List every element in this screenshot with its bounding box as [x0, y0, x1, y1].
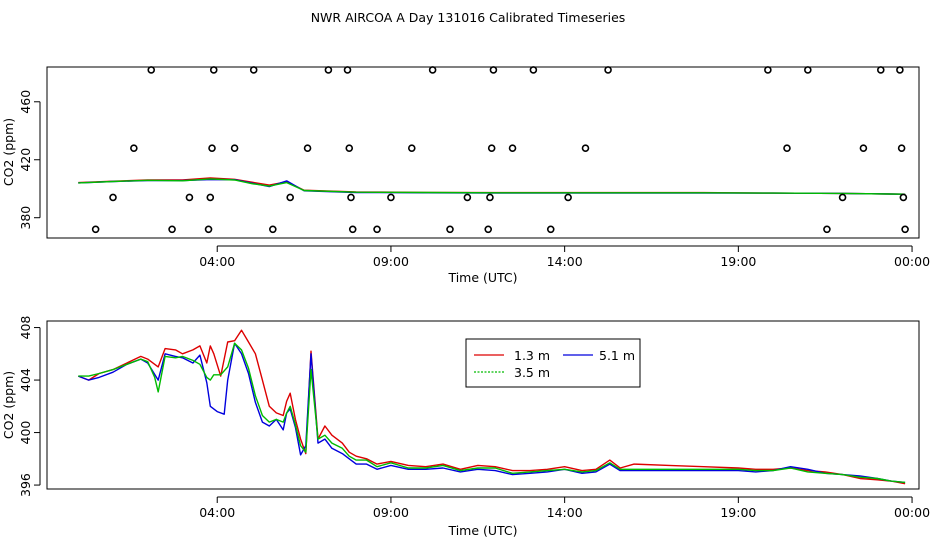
calibration-point	[764, 66, 772, 74]
calibration-point	[564, 193, 572, 202]
calibration-point	[463, 193, 472, 202]
calibration-point	[130, 144, 138, 152]
calibration-point	[838, 193, 847, 202]
top-y-axis-label: CO2 (ppm)	[1, 118, 16, 186]
top-x-tick-label: 14:00	[547, 254, 583, 269]
calibration-point	[230, 144, 239, 152]
bottom-y-axis-label: CO2 (ppm)	[1, 371, 16, 439]
bottom-x-tick-label: 00:00	[894, 505, 930, 520]
top-y-tick-label: 460	[18, 90, 33, 114]
bottom-panel-calibrated-timeseries: 04:00 09:00 14:00 19:00 00:00 396 400 404 408 Ti…	[1, 316, 930, 538]
legend-label-1-3m: 1.3 m	[514, 348, 550, 363]
calibration-point	[529, 66, 538, 74]
calibration-point	[428, 66, 437, 74]
bottom-series-line-1-3-m	[78, 329, 906, 485]
calibration-point	[486, 193, 494, 202]
bottom-series-line-5-1-m	[78, 342, 906, 484]
calibration-point	[804, 66, 812, 74]
top-y-tick-label: 380	[18, 206, 33, 230]
top-series-line-3-5-m	[78, 178, 906, 195]
calibration-point	[484, 225, 493, 234]
calibration-point	[783, 144, 791, 152]
bottom-series-lines	[78, 329, 906, 485]
top-x-tick-label: 19:00	[720, 254, 756, 269]
top-y-tick-label: 420	[18, 148, 33, 172]
calibration-point	[899, 193, 908, 202]
figure-title: NWR AIRCOA A Day 131016 Calibrated Times…	[311, 10, 626, 25]
top-axes: 04:00 09:00 14:00 19:00 00:00 380 420 460	[18, 90, 930, 269]
calibration-point	[901, 225, 909, 234]
bottom-plot-frame	[46, 320, 920, 490]
calibration-point	[286, 193, 294, 202]
bottom-series-line-3-5-m	[78, 342, 906, 484]
calibration-point	[446, 225, 454, 234]
bottom-y-tick-label: 400	[18, 421, 33, 445]
bottom-y-tick-label: 404	[18, 368, 33, 392]
legend: 1.3 m 3.5 m 5.1 m	[465, 338, 641, 388]
top-x-tick-label: 09:00	[373, 254, 409, 269]
top-plot-frame	[46, 66, 920, 239]
calibration-point	[303, 144, 312, 152]
bottom-x-axis-label: Time (UTC)	[447, 523, 517, 538]
calibration-point	[204, 225, 213, 234]
calibration-point	[407, 144, 416, 152]
top-series-lines	[78, 177, 906, 195]
calibration-point	[206, 193, 215, 202]
top-panel-calibrated-timeseries: 04:00 09:00 14:00 19:00 00:00 380 420 460 Time …	[1, 66, 930, 285]
top-x-tick-label: 04:00	[199, 254, 235, 269]
calibration-point	[546, 225, 555, 234]
calibration-point	[897, 144, 906, 152]
bottom-y-tick-label: 396	[18, 473, 33, 497]
top-calibration-points	[91, 66, 909, 234]
calibration-point	[168, 225, 176, 234]
legend-label-3-5m: 3.5 m	[514, 365, 550, 380]
bottom-x-tick-label: 04:00	[199, 505, 235, 520]
legend-box	[465, 338, 641, 388]
bottom-x-tick-label: 14:00	[547, 505, 583, 520]
calibration-point	[249, 66, 258, 74]
calibration-point	[489, 66, 498, 74]
calibration-point	[347, 193, 355, 202]
calibration-point	[348, 225, 357, 234]
calibration-point	[209, 66, 218, 74]
bottom-x-tick-label: 19:00	[720, 505, 756, 520]
calibration-point	[109, 193, 117, 202]
bottom-y-tick-label: 408	[18, 316, 33, 340]
calibration-point	[324, 66, 333, 74]
calibration-point	[896, 66, 904, 74]
calibration-point	[147, 66, 156, 74]
top-x-axis-label: Time (UTC)	[447, 270, 517, 285]
bottom-x-tick-label: 09:00	[373, 505, 409, 520]
calibration-point	[185, 193, 194, 202]
calibration-point	[269, 225, 277, 234]
calibration-point	[487, 144, 496, 152]
calibration-point	[208, 144, 216, 152]
calibration-point	[345, 144, 354, 152]
calibration-point	[823, 225, 831, 234]
bottom-axes: 04:00 09:00 14:00 19:00 00:00 396 400 404 408	[18, 316, 930, 520]
calibration-point	[604, 66, 612, 74]
calibration-point	[373, 225, 381, 234]
calibration-point	[859, 144, 868, 152]
calibration-point	[508, 144, 517, 152]
top-x-tick-label: 00:00	[894, 254, 930, 269]
calibration-point	[387, 193, 395, 202]
calibration-point	[581, 144, 590, 152]
calibration-point	[91, 225, 100, 234]
calibration-point	[876, 66, 885, 74]
calibration-point	[343, 66, 352, 74]
legend-label-5-1m: 5.1 m	[599, 348, 635, 363]
